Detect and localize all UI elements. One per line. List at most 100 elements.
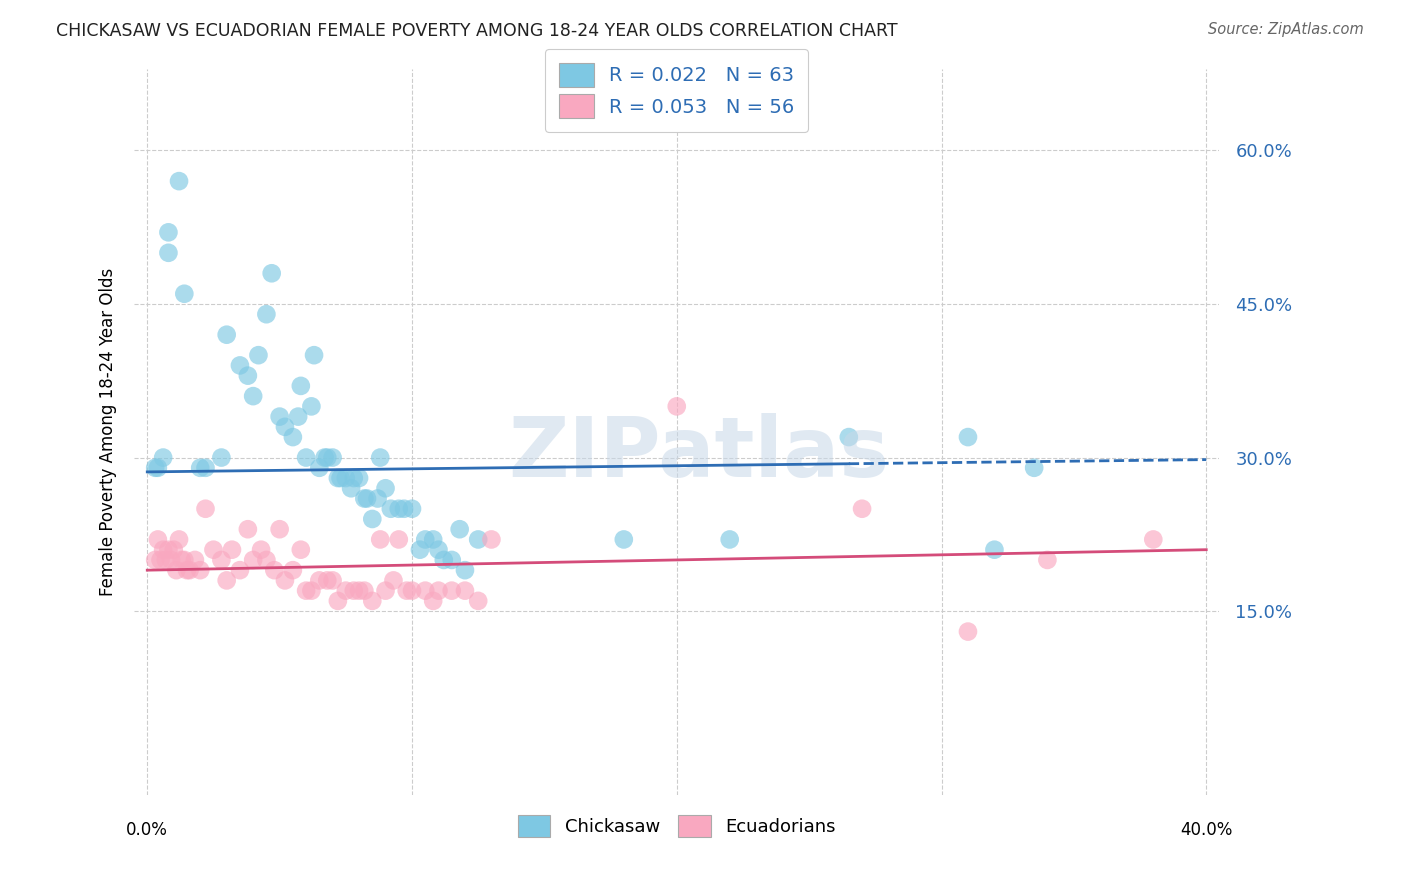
Point bbox=[956, 624, 979, 639]
Point bbox=[170, 553, 193, 567]
Point bbox=[413, 533, 436, 547]
Point bbox=[152, 542, 174, 557]
Point bbox=[157, 225, 180, 239]
Point bbox=[665, 400, 688, 414]
Point bbox=[308, 460, 330, 475]
Point bbox=[242, 553, 264, 567]
Point bbox=[302, 348, 325, 362]
Point bbox=[143, 553, 166, 567]
Point bbox=[409, 542, 432, 557]
Point bbox=[329, 471, 352, 485]
Point bbox=[269, 522, 291, 536]
Point bbox=[316, 450, 339, 465]
Point bbox=[374, 583, 396, 598]
Point bbox=[269, 409, 291, 424]
Point bbox=[467, 594, 489, 608]
Point bbox=[382, 574, 405, 588]
Point bbox=[290, 379, 312, 393]
Point bbox=[380, 501, 402, 516]
Point bbox=[454, 583, 477, 598]
Point bbox=[250, 542, 273, 557]
Point bbox=[146, 533, 169, 547]
Point bbox=[152, 450, 174, 465]
Point bbox=[155, 553, 177, 567]
Point bbox=[173, 286, 195, 301]
Point bbox=[157, 542, 180, 557]
Point bbox=[356, 491, 378, 506]
Point bbox=[316, 574, 339, 588]
Point bbox=[440, 553, 463, 567]
Point bbox=[163, 542, 186, 557]
Point bbox=[367, 491, 389, 506]
Point bbox=[353, 583, 375, 598]
Point bbox=[343, 583, 366, 598]
Text: 0.0%: 0.0% bbox=[127, 821, 169, 839]
Point bbox=[254, 307, 277, 321]
Point bbox=[718, 533, 741, 547]
Point bbox=[1142, 533, 1164, 547]
Point bbox=[481, 533, 503, 547]
Point bbox=[209, 553, 232, 567]
Point bbox=[374, 481, 396, 495]
Point bbox=[221, 542, 243, 557]
Point bbox=[167, 174, 190, 188]
Point bbox=[427, 542, 450, 557]
Point bbox=[395, 583, 418, 598]
Point bbox=[326, 471, 349, 485]
Point bbox=[242, 389, 264, 403]
Point bbox=[335, 471, 357, 485]
Point bbox=[165, 563, 187, 577]
Point bbox=[229, 359, 252, 373]
Point bbox=[401, 501, 423, 516]
Point bbox=[838, 430, 860, 444]
Point bbox=[440, 583, 463, 598]
Point bbox=[274, 420, 297, 434]
Point bbox=[263, 563, 285, 577]
Point bbox=[361, 512, 384, 526]
Point bbox=[179, 563, 201, 577]
Point bbox=[194, 460, 217, 475]
Point bbox=[422, 594, 444, 608]
Point bbox=[347, 471, 370, 485]
Point bbox=[295, 583, 318, 598]
Point bbox=[343, 471, 366, 485]
Y-axis label: Female Poverty Among 18-24 Year Olds: Female Poverty Among 18-24 Year Olds bbox=[100, 268, 117, 596]
Point bbox=[260, 266, 283, 280]
Point bbox=[322, 574, 344, 588]
Point bbox=[215, 574, 238, 588]
Point bbox=[287, 409, 309, 424]
Point bbox=[326, 594, 349, 608]
Point bbox=[413, 583, 436, 598]
Point bbox=[236, 368, 259, 383]
Point bbox=[184, 553, 207, 567]
Point bbox=[401, 583, 423, 598]
Point bbox=[613, 533, 636, 547]
Point bbox=[173, 553, 195, 567]
Point bbox=[149, 553, 172, 567]
Point bbox=[956, 430, 979, 444]
Point bbox=[295, 450, 318, 465]
Point bbox=[361, 594, 384, 608]
Point bbox=[422, 533, 444, 547]
Point bbox=[229, 563, 252, 577]
Point bbox=[176, 563, 198, 577]
Text: Source: ZipAtlas.com: Source: ZipAtlas.com bbox=[1208, 22, 1364, 37]
Point bbox=[392, 501, 415, 516]
Point bbox=[368, 533, 391, 547]
Point bbox=[299, 400, 322, 414]
Legend: Chickasaw, Ecuadorians: Chickasaw, Ecuadorians bbox=[510, 808, 842, 845]
Point bbox=[281, 563, 304, 577]
Point bbox=[983, 542, 1005, 557]
Point bbox=[388, 533, 411, 547]
Point bbox=[314, 450, 336, 465]
Point bbox=[433, 553, 456, 567]
Point bbox=[335, 583, 357, 598]
Point bbox=[188, 563, 211, 577]
Text: CHICKASAW VS ECUADORIAN FEMALE POVERTY AMONG 18-24 YEAR OLDS CORRELATION CHART: CHICKASAW VS ECUADORIAN FEMALE POVERTY A… bbox=[56, 22, 898, 40]
Point bbox=[146, 460, 169, 475]
Point bbox=[308, 574, 330, 588]
Point bbox=[368, 450, 391, 465]
Point bbox=[454, 563, 477, 577]
Point bbox=[215, 327, 238, 342]
Point bbox=[157, 245, 180, 260]
